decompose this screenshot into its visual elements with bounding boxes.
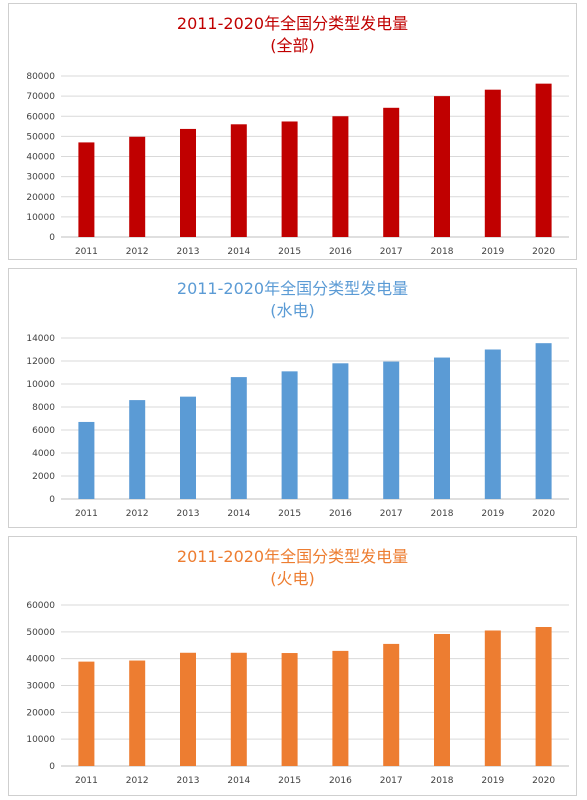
bar-2011 [78, 142, 95, 237]
x-tick-label: 2012 [126, 247, 149, 257]
bar-2017 [383, 107, 400, 237]
x-tick-label: 2017 [380, 776, 403, 786]
bar-chart-all: 0 10000 20000 30000 40000 50000 60000 70000 8000… [26, 72, 569, 257]
y-tick-label: 14000 [26, 334, 55, 344]
x-tick-label: 2020 [532, 247, 555, 257]
y-tick-label: 50000 [26, 628, 55, 638]
x-tick-label: 2013 [177, 509, 200, 519]
x-tick-label: 2013 [177, 776, 200, 786]
x-tick-label: 2015 [278, 509, 301, 519]
x-tick-label: 2012 [126, 776, 149, 786]
x-tick-label: 2014 [227, 509, 250, 519]
y-tick-label: 30000 [26, 682, 55, 692]
x-tick-label: 2017 [380, 509, 403, 519]
x-tick-label: 2020 [532, 776, 555, 786]
x-tick-label: 2016 [329, 776, 352, 786]
x-tick-label: 2013 [177, 247, 200, 257]
bar-2020 [535, 343, 552, 499]
bar-2015 [281, 371, 298, 499]
chart-subtitle: (全部) [270, 36, 315, 55]
x-tick-label: 2014 [227, 776, 250, 786]
y-tick-label: 10000 [26, 735, 55, 745]
x-tick-label: 2018 [431, 776, 454, 786]
chart-title: 2011-2020年全国分类型发电量 [176, 547, 409, 566]
chart-panel-hydro: 2011-2020年全国分类型发电量 (水电) 0 2000 4000 6000 800… [8, 268, 577, 528]
x-tick-label: 2015 [278, 247, 301, 257]
x-tick-label: 2012 [126, 509, 149, 519]
x-tick-label: 2011 [75, 776, 98, 786]
y-tick-label: 50000 [26, 132, 55, 142]
y-tick-label: 6000 [32, 426, 55, 436]
x-tick-label: 2011 [75, 509, 98, 519]
x-tick-label: 2014 [227, 247, 250, 257]
bar-2018 [434, 96, 450, 237]
y-tick-label: 40000 [26, 655, 55, 665]
y-tick-label: 20000 [26, 193, 55, 203]
bar-2020 [535, 627, 552, 766]
y-tick-label: 30000 [26, 173, 55, 183]
y-tick-label: 70000 [26, 92, 55, 102]
y-tick-label: 2000 [32, 472, 55, 482]
bar-2012 [129, 400, 146, 499]
bar-2016 [332, 363, 349, 499]
bar-2014 [230, 377, 247, 499]
chart-subtitle: (水电) [270, 301, 315, 320]
x-tick-label: 2018 [431, 509, 454, 519]
chart-panel-all: 2011-2020年全国分类型发电量 (全部) 0 10000 20000 30000… [8, 3, 577, 260]
bar-2018 [434, 357, 450, 499]
bar-2015 [281, 653, 298, 766]
y-tick-label: 10000 [26, 380, 55, 390]
bar-2013 [180, 128, 196, 237]
bar-2012 [129, 136, 146, 237]
y-tick-label: 20000 [26, 708, 55, 718]
bar-2011 [78, 421, 95, 499]
x-tick-label: 2015 [278, 776, 301, 786]
bar-2014 [230, 124, 247, 237]
bar-2018 [434, 633, 450, 766]
bar-2016 [332, 116, 349, 237]
x-tick-label: 2018 [431, 247, 454, 257]
y-tick-label: 60000 [26, 601, 55, 611]
x-tick-label: 2016 [329, 509, 352, 519]
bar-chart-thermal: 0 10000 20000 30000 40000 50000 60000 2011 2012 2… [26, 601, 569, 786]
x-tick-label: 2019 [481, 776, 504, 786]
chart-subtitle: (火电) [270, 569, 315, 588]
x-tick-label: 2011 [75, 247, 98, 257]
bar-2019 [484, 630, 501, 766]
bar-2015 [281, 121, 298, 237]
bar-chart-hydro: 0 2000 4000 6000 8000 10000 12000 14000 2011 2012… [26, 334, 569, 519]
bar-2013 [180, 396, 196, 499]
bar-2011 [78, 661, 95, 766]
bar-2016 [332, 650, 349, 766]
bar-2020 [535, 83, 552, 238]
bar-2019 [484, 89, 501, 237]
chart-panel-thermal: 2011-2020年全国分类型发电量 (火电) 0 10000 20000 30000… [8, 536, 577, 796]
y-tick-label: 80000 [26, 72, 55, 82]
bar-2017 [383, 643, 400, 766]
x-tick-label: 2017 [380, 247, 403, 257]
chart-title: 2011-2020年全国分类型发电量 [176, 14, 409, 33]
y-tick-label: 8000 [32, 403, 55, 413]
bar-2012 [129, 660, 146, 766]
y-tick-label: 0 [49, 762, 55, 772]
x-tick-label: 2019 [481, 247, 504, 257]
y-tick-label: 4000 [32, 449, 55, 459]
chart-title: 2011-2020年全国分类型发电量 [176, 279, 409, 298]
y-tick-label: 40000 [26, 153, 55, 163]
y-tick-label: 10000 [26, 213, 55, 223]
bar-2013 [180, 652, 196, 766]
x-tick-label: 2016 [329, 247, 352, 257]
bar-2019 [484, 349, 501, 499]
bar-2017 [383, 361, 400, 499]
y-tick-label: 0 [49, 495, 55, 505]
x-tick-label: 2019 [481, 509, 504, 519]
y-tick-label: 60000 [26, 112, 55, 122]
x-tick-label: 2020 [532, 509, 555, 519]
y-tick-label: 12000 [26, 357, 55, 367]
bar-2014 [230, 652, 247, 766]
y-tick-label: 0 [49, 233, 55, 243]
